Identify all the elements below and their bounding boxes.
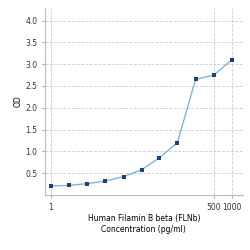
Point (194, 78, 198, 82)
Y-axis label: OD: OD (14, 95, 22, 107)
Point (157, 156, 161, 160)
Point (140, 168, 144, 172)
Point (103, 179, 107, 183)
Point (176, 141, 180, 145)
Point (230, 58, 234, 62)
X-axis label: Human Filamin B beta (FLNb)
Concentration (pg/ml): Human Filamin B beta (FLNb) Concentratio… (88, 214, 200, 234)
Point (49, 184, 53, 188)
Point (212, 73, 216, 77)
Point (67, 184, 71, 188)
Point (122, 175, 126, 179)
Point (85, 182, 89, 186)
